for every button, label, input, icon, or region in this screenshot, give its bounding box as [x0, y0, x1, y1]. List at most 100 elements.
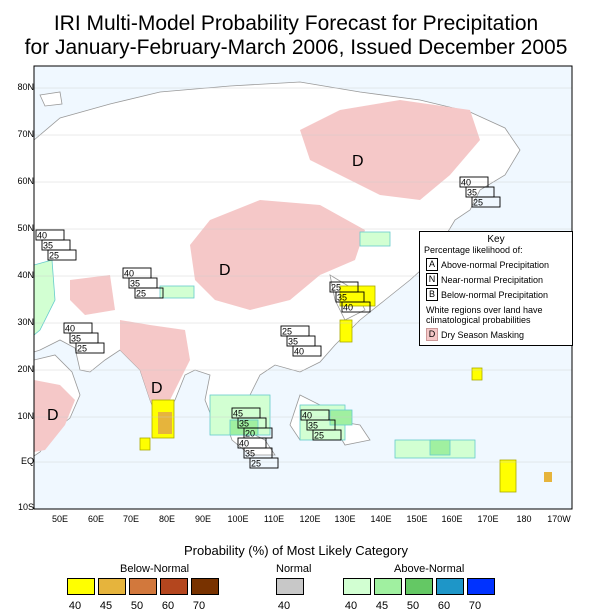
probability-value: 35: [467, 188, 477, 198]
title-line-2: for January-February-March 2006, Issued …: [24, 36, 568, 59]
key-dry-label: Dry Season Masking: [441, 329, 525, 340]
lon-label: 120E: [299, 514, 321, 524]
lon-label: 170W: [547, 514, 571, 524]
key-letter-box: N: [426, 273, 438, 286]
legend-below-value: 60: [161, 600, 175, 612]
probability-value: 40: [65, 324, 75, 334]
lat-label: EQ: [20, 456, 34, 466]
probability-value: 35: [71, 334, 81, 344]
legend-above-swatch: [436, 578, 464, 595]
legend-normal-label: Normal: [276, 563, 312, 575]
key-subtitle: Percentage likelihood of:: [424, 245, 523, 255]
lon-label: 110E: [263, 514, 285, 524]
legend-above-value: 45: [375, 600, 389, 612]
probability-value: 25: [136, 289, 146, 299]
dry-region-siberia: [300, 100, 480, 200]
probability-value: 35: [337, 293, 347, 303]
lon-label: 90E: [194, 514, 211, 524]
probability-box-b: [312, 429, 342, 441]
probability-value: 45: [233, 409, 243, 419]
dry-region-china: [190, 200, 365, 310]
probability-value: 40: [239, 439, 249, 449]
lon-label: 150E: [406, 514, 428, 524]
key-note: White regions over land have climatologi…: [426, 305, 543, 325]
below-region-japan: [339, 285, 376, 307]
legend-above-value: 40: [344, 600, 358, 612]
lon-label: 100E: [227, 514, 249, 524]
legend-below-value: 40: [68, 600, 82, 612]
probability-value: 40: [461, 178, 471, 188]
probability-value: 20: [245, 429, 255, 439]
lat-label: 10S: [17, 502, 34, 512]
probability-value: 40: [37, 231, 47, 241]
probability-value: 40: [343, 303, 353, 313]
probability-value: 25: [282, 327, 292, 337]
graticule: [34, 87, 572, 463]
probability-box-b: [249, 457, 279, 469]
dry-region-africa: [34, 380, 75, 452]
key-item-label: Below-normal Precipitation: [441, 289, 549, 300]
dry-region-middle-east: [70, 275, 115, 315]
below-region-japan-south: [339, 319, 353, 343]
legend-below-value: 45: [99, 600, 113, 612]
key-dry-box: D: [426, 328, 438, 341]
probability-value: 25: [473, 198, 483, 208]
legend-above-swatch: [343, 578, 371, 595]
legend-above-value: 50: [406, 600, 420, 612]
lat-label: 60N: [17, 176, 34, 186]
probability-value: 40: [302, 411, 312, 421]
lon-label: 60E: [87, 514, 104, 524]
key-panel: Key Percentage likelihood of: A Above-no…: [419, 231, 573, 346]
lon-label: 70E: [122, 514, 139, 524]
key-dry-item: D Dry Season Masking: [426, 328, 572, 341]
above-normal-45-regions: [229, 409, 451, 456]
probability-value: 35: [245, 449, 255, 459]
dry-label-siberia: D: [352, 153, 364, 170]
probability-box-b: [75, 342, 105, 354]
lon-label: 180: [516, 514, 532, 524]
key-item: B Below-normal Precipitation: [426, 288, 572, 301]
dry-season-regions: [34, 100, 480, 452]
legend-normal-value: 40: [277, 600, 291, 612]
legend-above-value: 60: [437, 600, 451, 612]
probability-box-b: [341, 301, 371, 313]
title-line-1: IRI Multi-Model Probability Forecast for…: [53, 12, 539, 35]
below-region-pacific-1: [471, 367, 483, 381]
lon-label: 160E: [441, 514, 463, 524]
below-region-indian-ocean: [139, 437, 151, 451]
lat-label: 30N: [17, 317, 34, 327]
probability-value: 25: [49, 251, 59, 261]
probability-value: 35: [239, 419, 249, 429]
probability-value: 40: [124, 269, 134, 279]
probability-boxes: 4035254035254035252535402535404535204035…: [35, 176, 501, 469]
legend-above-value: 70: [468, 600, 482, 612]
probability-box-b: [47, 249, 77, 261]
legend-below-swatch: [191, 578, 219, 595]
probability-value: 25: [331, 283, 341, 293]
probability-value: 25: [251, 459, 261, 469]
legend-above-label: Above-Normal: [394, 563, 465, 575]
lon-label: 130E: [334, 514, 356, 524]
lat-label: 80N: [17, 82, 34, 92]
lon-label: 140E: [370, 514, 392, 524]
probability-box-b: [134, 287, 164, 299]
legend-below-label: Below-Normal: [120, 563, 190, 575]
dry-label-india: D: [151, 380, 163, 397]
legend-above-swatch: [374, 578, 402, 595]
lon-label: 50E: [51, 514, 68, 524]
lat-label: 10N: [17, 411, 34, 421]
lon-label: 170E: [477, 514, 499, 524]
legend-below-swatch: [98, 578, 126, 595]
dry-label-china: D: [219, 262, 231, 279]
key-title: Key: [487, 234, 505, 245]
probability-box-b: [471, 196, 501, 208]
dry-label-africa: D: [47, 407, 59, 424]
lat-label: 20N: [17, 364, 34, 374]
probability-value: 35: [288, 337, 298, 347]
probability-value: 40: [294, 347, 304, 357]
key-item-label: Above-normal Precipitation: [441, 259, 550, 270]
legend-above-swatch: [467, 578, 495, 595]
key-letter-box: A: [426, 258, 438, 271]
key-letter-box: B: [426, 288, 438, 301]
probability-value: 35: [43, 241, 53, 251]
